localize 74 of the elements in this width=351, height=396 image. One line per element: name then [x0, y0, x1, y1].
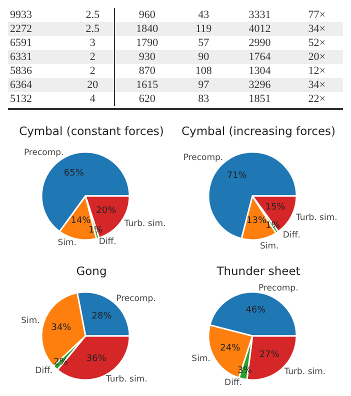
text: 9933: [10, 9, 32, 21]
text: 3296: [248, 79, 271, 91]
text: 108: [195, 65, 212, 77]
slice-label: Turb. sim.: [294, 212, 338, 223]
text: 2: [90, 65, 96, 77]
chart-title: Gong: [76, 264, 107, 278]
text: 4: [90, 93, 96, 105]
data-label: 20%: [96, 206, 117, 216]
slice-label: Sim.: [260, 242, 279, 252]
text: 5132: [10, 93, 32, 105]
data-label: 27%: [259, 350, 280, 360]
text: 57: [198, 37, 210, 49]
text: 2.5: [86, 9, 100, 21]
text: 2990: [248, 37, 271, 49]
slice-label: Precomp.: [116, 294, 156, 304]
slice-label: Sim.: [192, 354, 210, 364]
slice-label: Sim.: [58, 238, 77, 248]
chart-title: Cymbal (increasing forces): [182, 124, 336, 138]
text: 97: [198, 79, 210, 91]
chart-title: Thunder sheet: [216, 264, 301, 278]
text: 52×: [308, 37, 326, 49]
text: 119: [196, 23, 212, 35]
data-label: 65%: [64, 168, 84, 178]
slice-label: Diff.: [98, 237, 116, 248]
text: 6364: [10, 79, 32, 91]
text: 3: [90, 37, 96, 49]
slice-label: Turb. sim.: [104, 374, 148, 384]
slice-label: Sim.: [21, 316, 40, 326]
text: 12×: [308, 65, 326, 77]
text: 34×: [308, 79, 326, 91]
chart-title: Cymbal (constant forces): [19, 124, 164, 138]
text: 1615: [136, 79, 158, 91]
text: 83: [198, 93, 210, 105]
text: 43: [198, 9, 210, 21]
slice-label: Turb. sim.: [123, 219, 166, 230]
data-label: 14%: [70, 216, 92, 226]
data-label: 46%: [246, 306, 266, 316]
text: 2.5: [86, 23, 100, 35]
text: 1304: [248, 65, 271, 77]
slice-label: Diff.: [282, 230, 300, 241]
text: 2272: [10, 23, 32, 35]
text: 6591: [10, 37, 32, 49]
text: 90: [198, 51, 210, 63]
data-label: 34%: [51, 323, 72, 334]
text: 2: [90, 51, 96, 63]
text: 20×: [308, 51, 326, 63]
slice-label: Diff.: [35, 366, 53, 376]
text: 930: [138, 51, 156, 63]
data-label: 2%: [54, 357, 68, 368]
data-label: 24%: [220, 343, 241, 354]
text: 20: [87, 79, 98, 91]
text: 960: [138, 9, 156, 21]
text: 4012: [248, 23, 271, 35]
text: 620: [138, 93, 156, 105]
data-label: 3%: [237, 366, 252, 376]
data-label: 71%: [226, 170, 248, 181]
text: 1851: [248, 93, 271, 105]
slice-label: Diff.: [224, 378, 242, 388]
slice-label: Precomp.: [258, 283, 298, 294]
text: 77×: [308, 9, 326, 21]
text: 5836: [10, 65, 32, 77]
text: 6331: [10, 51, 32, 63]
slice-label: Precomp.: [24, 148, 64, 158]
text: 1840: [136, 23, 158, 35]
text: 3331: [248, 9, 271, 21]
text: 22×: [308, 93, 326, 105]
text: 870: [138, 65, 156, 77]
slice-label: Precomp.: [183, 153, 224, 164]
text: 34×: [308, 23, 326, 35]
text: 1790: [136, 37, 158, 49]
text: 1764: [248, 51, 271, 63]
data-label: 28%: [92, 311, 112, 322]
slice-label: Turb. sim.: [283, 367, 326, 378]
data-label: 36%: [86, 354, 107, 364]
